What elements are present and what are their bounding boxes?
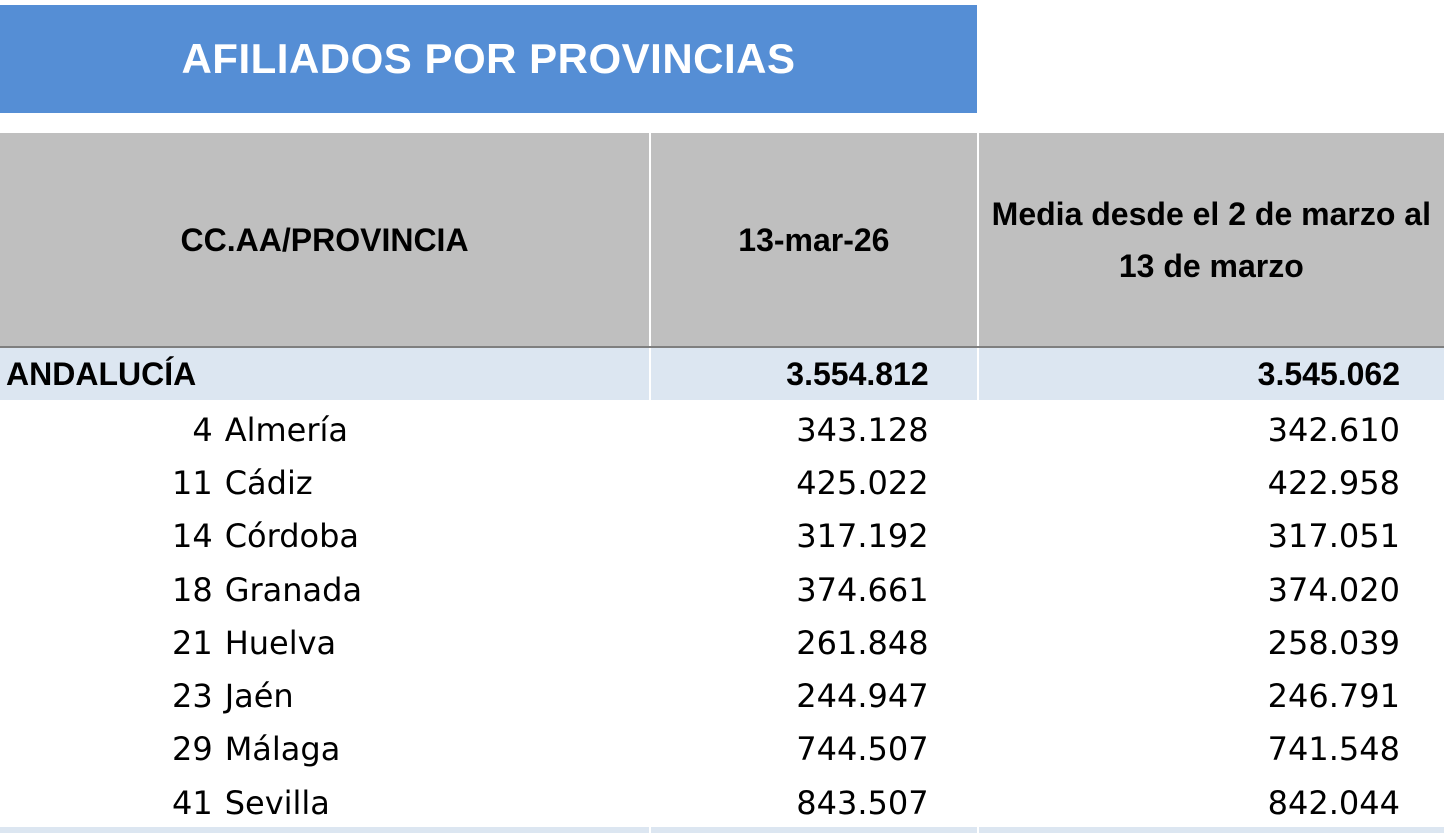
province-average-value: 842.044 bbox=[1267, 783, 1400, 822]
province-date-value: 744.507 bbox=[796, 730, 929, 769]
table-row[interactable]: 14 Córdoba 317.192 317.051 bbox=[0, 510, 1444, 563]
province-name: Jaén bbox=[224, 677, 294, 716]
table-row[interactable]: 41 Sevilla 843.507 842.044 bbox=[0, 776, 1444, 829]
table-row[interactable]: 18 Granada 374.661 374.020 bbox=[0, 563, 1444, 616]
province-average-value: 741.548 bbox=[1267, 730, 1400, 769]
table-row[interactable]: 23 Jaén 244.947 246.791 bbox=[0, 669, 1444, 722]
region-date-value: 3.554.812 bbox=[786, 355, 929, 392]
table-row[interactable]: 29 Málaga 744.507 741.548 bbox=[0, 723, 1444, 776]
province-average-value: 342.610 bbox=[1267, 410, 1400, 449]
province-code: 14 bbox=[171, 517, 213, 556]
table-header: CC.AA/PROVINCIA 13-mar-26 Media desde el… bbox=[0, 133, 1444, 347]
province-date-value: 374.661 bbox=[796, 570, 929, 609]
region-name-cell[interactable]: ANDALUCÍA bbox=[0, 348, 650, 400]
province-code: 21 bbox=[171, 623, 213, 662]
province-date-value: 425.022 bbox=[796, 463, 929, 502]
province-average-value: 258.039 bbox=[1267, 623, 1400, 662]
province-name: Huelva bbox=[224, 623, 337, 662]
province-average-value: 422.958 bbox=[1267, 463, 1400, 502]
next-region-row-edge bbox=[0, 827, 1444, 833]
province-code: 11 bbox=[171, 463, 213, 502]
province-date-value: 261.848 bbox=[796, 623, 929, 662]
province-name: Córdoba bbox=[224, 517, 360, 556]
header-label-average: Media desde el 2 de marzo al 13 de marzo bbox=[991, 196, 1431, 284]
header-label-date: 13-mar-26 bbox=[738, 222, 890, 258]
header-divider bbox=[0, 346, 1444, 348]
province-code: 18 bbox=[171, 570, 213, 609]
province-code: 29 bbox=[171, 730, 213, 769]
province-name: Málaga bbox=[224, 730, 341, 769]
region-row[interactable]: ANDALUCÍA 3.554.812 3.545.062 bbox=[0, 348, 1444, 400]
title-banner: AFILIADOS POR PROVINCIAS bbox=[0, 5, 977, 113]
table-row[interactable]: 11 Cádiz 425.022 422.958 bbox=[0, 456, 1444, 509]
header-label-province: CC.AA/PROVINCIA bbox=[180, 222, 469, 258]
region-date-value-cell[interactable]: 3.554.812 bbox=[651, 348, 977, 400]
header-cell-date[interactable]: 13-mar-26 bbox=[651, 133, 977, 347]
province-code: 23 bbox=[171, 677, 213, 716]
header-cell-province[interactable]: CC.AA/PROVINCIA bbox=[0, 133, 650, 347]
region-name: ANDALUCÍA bbox=[6, 355, 197, 392]
province-rows: 4 Almería 343.128 342.610 11 Cádiz 425.0… bbox=[0, 403, 1444, 829]
table-row[interactable]: 4 Almería 343.128 342.610 bbox=[0, 403, 1444, 456]
province-date-value: 317.192 bbox=[796, 517, 929, 556]
province-code: 4 bbox=[192, 410, 213, 449]
province-name: Granada bbox=[224, 570, 363, 609]
province-date-value: 244.947 bbox=[796, 677, 929, 716]
province-code: 41 bbox=[171, 783, 213, 822]
table-row[interactable]: 21 Huelva 261.848 258.039 bbox=[0, 616, 1444, 669]
province-name: Almería bbox=[224, 410, 348, 449]
province-average-value: 317.051 bbox=[1267, 517, 1400, 556]
province-date-value: 343.128 bbox=[796, 410, 929, 449]
header-cell-average[interactable]: Media desde el 2 de marzo al 13 de marzo bbox=[978, 133, 1444, 347]
province-name: Cádiz bbox=[224, 463, 313, 502]
page-title: AFILIADOS POR PROVINCIAS bbox=[181, 35, 796, 82]
province-date-value: 843.507 bbox=[796, 783, 929, 822]
province-average-value: 374.020 bbox=[1267, 570, 1400, 609]
region-average-value-cell[interactable]: 3.545.062 bbox=[978, 348, 1444, 400]
region-average-value: 3.545.062 bbox=[1257, 355, 1401, 392]
province-name: Sevilla bbox=[224, 783, 330, 822]
province-average-value: 246.791 bbox=[1267, 677, 1400, 716]
